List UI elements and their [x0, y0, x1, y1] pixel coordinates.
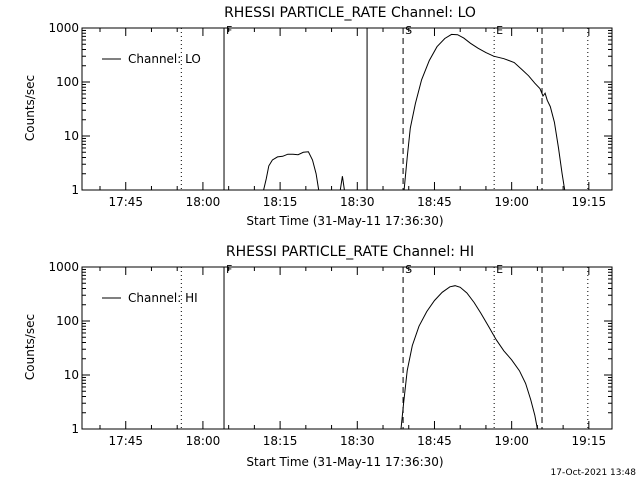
footer-timestamp: 17-Oct-2021 13:48	[551, 468, 637, 478]
y-tick-label: 1	[71, 183, 79, 197]
x-axis-label: Start Time (31-May-11 17:36:30)	[246, 214, 443, 228]
y-tick-label: 1000	[48, 21, 79, 35]
x-tick-label: 18:15	[263, 434, 298, 448]
lo-channel-panel: RHESSI PARTICLE_RATE Channel: LO Start T…	[23, 5, 613, 228]
y-axis-label: Counts/sec	[23, 314, 37, 380]
x-axis-label: Start Time (31-May-11 17:36:30)	[246, 455, 443, 469]
event-marker-label: F	[226, 24, 232, 37]
x-tick-label: 18:30	[340, 195, 375, 209]
event-marker-label: E	[496, 263, 503, 276]
plot-frame	[81, 27, 613, 191]
legend-label: Channel: HI	[128, 291, 198, 305]
event-marker-label: F	[226, 263, 232, 276]
x-tick-label: 19:00	[494, 434, 529, 448]
y-tick-label: 10	[64, 129, 79, 143]
x-tick-label: 18:45	[417, 195, 452, 209]
plot-frame	[81, 266, 613, 430]
y-tick-label: 10	[64, 368, 79, 382]
x-tick-label: 19:15	[572, 195, 607, 209]
y-tick-label: 1	[71, 422, 79, 436]
x-tick-label: 19:00	[494, 195, 529, 209]
x-tick-label: 18:15	[263, 195, 298, 209]
chart-title: RHESSI PARTICLE_RATE Channel: HI	[226, 244, 474, 260]
series-line	[263, 151, 320, 191]
y-axis-label: Counts/sec	[23, 75, 37, 141]
series-line	[339, 176, 345, 191]
event-marker-label: S	[405, 263, 412, 276]
series-line	[403, 33, 566, 191]
legend-label: Channel: LO	[128, 52, 201, 66]
y-tick-label: 100	[56, 75, 79, 89]
x-tick-label: 18:00	[186, 434, 221, 448]
hi-channel-panel: RHESSI PARTICLE_RATE Channel: HI Start T…	[23, 244, 613, 469]
x-tick-label: 17:45	[108, 434, 143, 448]
chart-title: RHESSI PARTICLE_RATE Channel: LO	[224, 5, 476, 21]
series-line	[400, 285, 538, 430]
x-tick-label: 18:30	[340, 434, 375, 448]
x-tick-label: 17:45	[108, 195, 143, 209]
x-tick-label: 18:00	[186, 195, 221, 209]
event-marker-label: S	[405, 24, 412, 37]
y-tick-label: 1000	[48, 260, 79, 274]
x-tick-label: 19:15	[572, 434, 607, 448]
y-tick-label: 100	[56, 314, 79, 328]
x-tick-label: 18:45	[417, 434, 452, 448]
event-marker-label: E	[496, 24, 503, 37]
